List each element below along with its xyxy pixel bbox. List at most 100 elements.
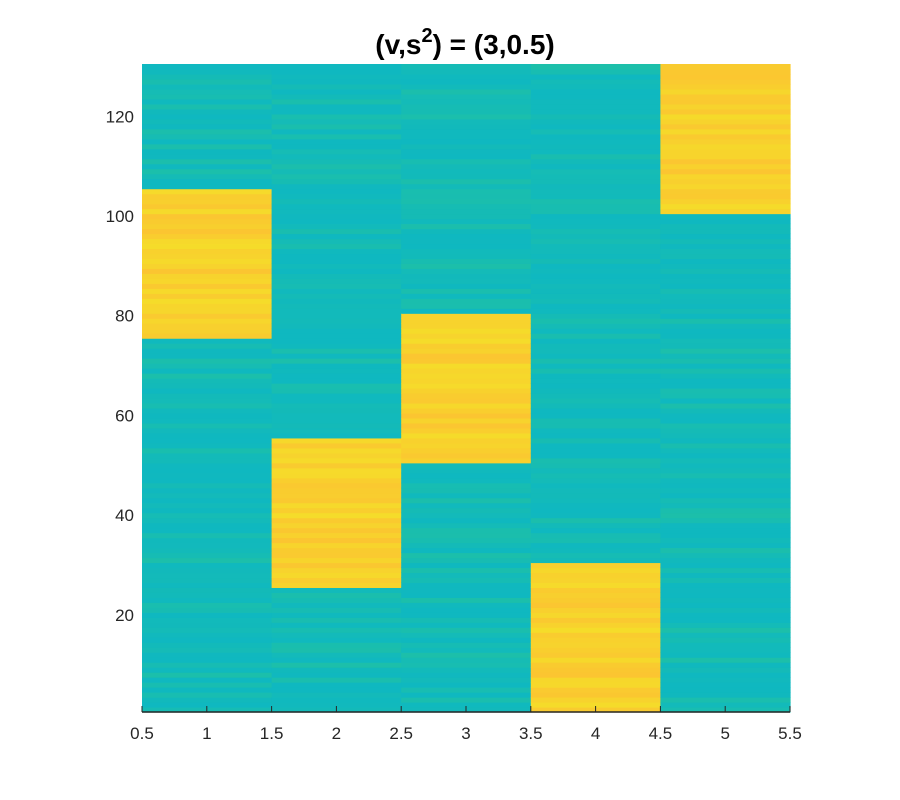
heatmap-cell	[660, 373, 791, 379]
heatmap-cell	[401, 163, 532, 170]
heatmap-cell	[142, 492, 273, 499]
heatmap-cell	[530, 512, 661, 519]
heatmap-cell	[271, 472, 402, 479]
heatmap-cell	[530, 373, 661, 379]
heatmap-cell	[271, 622, 402, 628]
x-axis-ticks: 0.5 1 1.5 2 2.5 3 3.5 4 4.5 5 5.5	[130, 706, 802, 743]
heatmap-cell	[271, 113, 402, 120]
heatmap-cell	[530, 363, 661, 369]
heatmap-cell	[401, 462, 532, 469]
y-tick-label: 120	[106, 107, 134, 126]
heatmap-cell	[271, 487, 402, 494]
heatmap-cell	[530, 78, 661, 85]
y-tick-label: 80	[115, 307, 134, 326]
heatmap-cell	[660, 427, 791, 434]
heatmap-cell	[401, 587, 532, 593]
heatmap-cell	[660, 677, 791, 683]
heatmap-cell	[401, 477, 532, 484]
heatmap-cell	[401, 358, 532, 364]
heatmap-cell	[401, 368, 532, 374]
heatmap-cell	[401, 223, 532, 230]
heatmap-cell	[660, 383, 791, 389]
heatmap-cell	[660, 602, 791, 608]
x-tick-label: 3.5	[519, 724, 543, 743]
heatmap-cell	[142, 278, 273, 284]
heatmap-cell	[142, 293, 273, 299]
heatmap-cell	[530, 662, 661, 668]
heatmap-cell	[660, 243, 791, 250]
heatmap-cell	[271, 492, 402, 499]
heatmap-cell	[530, 343, 661, 349]
heatmap-cell	[271, 118, 402, 125]
heatmap-cell	[401, 123, 532, 130]
heatmap-cell	[660, 123, 791, 130]
heatmap-cell	[660, 612, 791, 618]
heatmap-cell	[401, 607, 532, 613]
x-tick-label: 1.5	[260, 724, 284, 743]
heatmap-cell	[660, 562, 791, 569]
heatmap-cell	[271, 587, 402, 593]
heatmap-cell	[660, 507, 791, 514]
heatmap-cell	[660, 487, 791, 494]
heatmap-cell	[530, 547, 661, 554]
x-tick-label: 1	[202, 724, 211, 743]
heatmap-cell	[271, 123, 402, 130]
heatmap-cell	[660, 113, 791, 120]
heatmap-cell	[530, 532, 661, 539]
heatmap-cell	[660, 682, 791, 688]
heatmap-cell	[271, 208, 402, 215]
heatmap-cell	[660, 118, 791, 125]
heatmap-cell	[142, 567, 273, 574]
heatmap-cell	[142, 652, 273, 658]
heatmap-cell	[271, 88, 402, 95]
heatmap-cell	[401, 133, 532, 140]
heatmap-cell	[142, 457, 273, 464]
heatmap-cell	[660, 358, 791, 364]
heatmap-cell	[530, 467, 661, 474]
heatmap-cell	[142, 447, 273, 454]
heatmap-cell	[271, 153, 402, 160]
heatmap-cell	[401, 298, 532, 304]
heatmap-cell	[142, 642, 273, 648]
heatmap-cell	[271, 348, 402, 354]
heatmap-cell	[530, 213, 661, 220]
heatmap-cell	[142, 363, 273, 369]
heatmap-cell	[530, 577, 661, 583]
heatmap-cell	[401, 597, 532, 603]
heatmap-cell	[660, 93, 791, 100]
heatmap-cell	[660, 68, 791, 75]
heatmap-cell	[530, 133, 661, 140]
heatmap-cell	[530, 288, 661, 294]
heatmap-cell	[142, 397, 273, 404]
heatmap-cell	[142, 253, 273, 259]
heatmap-cell	[530, 98, 661, 105]
heatmap-cell	[401, 697, 532, 703]
heatmap-cell	[142, 98, 273, 105]
heatmap-cell	[660, 467, 791, 474]
heatmap-cell	[271, 293, 402, 299]
heatmap-cell	[142, 308, 273, 314]
heatmap-cell	[660, 572, 791, 579]
heatmap-cell	[401, 288, 532, 294]
x-tick-label: 3	[461, 724, 470, 743]
heatmap-cell	[142, 607, 273, 613]
heatmap-cell	[530, 542, 661, 549]
heatmap-cell	[401, 308, 532, 314]
heatmap-cell	[401, 83, 532, 90]
heatmap-cell	[660, 422, 791, 429]
y-axis-ticks: 20 40 60 80 100 120	[106, 107, 134, 624]
heatmap-cell	[271, 198, 402, 205]
heatmap-cell	[530, 183, 661, 190]
heatmap-cell	[660, 298, 791, 304]
heatmap-cell	[401, 692, 532, 698]
heatmap-cell	[530, 682, 661, 688]
heatmap-cell	[401, 502, 532, 509]
heatmap-cell	[530, 642, 661, 648]
heatmap-cell	[142, 687, 273, 693]
heatmap-cell	[142, 258, 273, 264]
heatmap-cell	[142, 617, 273, 623]
heatmap-cell	[142, 233, 273, 240]
heatmap-cell	[142, 248, 273, 255]
heatmap-cell	[271, 512, 402, 519]
heatmap-cell	[142, 133, 273, 140]
